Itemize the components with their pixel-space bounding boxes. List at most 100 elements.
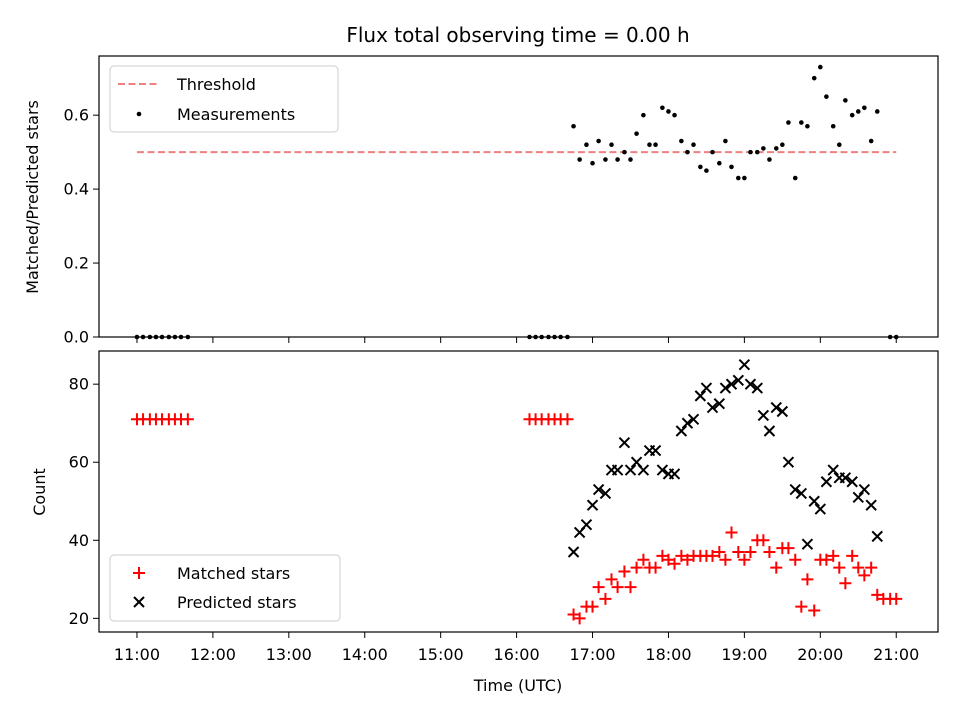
x-tick-label: 21:00 [873, 645, 919, 664]
measurement-point [811, 75, 817, 81]
top-plot-area: 0.0 0.2 0.4 0.6 Matched/Predicted stars Thr… [23, 55, 939, 347]
matched-star-marker [649, 561, 662, 574]
predicted-star-marker [782, 456, 795, 468]
predicted-star-marker [700, 382, 713, 394]
measurement-point [584, 142, 589, 148]
x-tick-label: 17:00 [569, 645, 615, 664]
matched-star-marker [890, 592, 903, 605]
measurements-legend-label: Measurements [177, 105, 295, 124]
matched-star-marker [789, 553, 802, 566]
measurement-point [862, 105, 867, 111]
predicted-star-marker [763, 425, 776, 437]
predicted-star-marker [846, 476, 858, 488]
measurement-point [653, 142, 658, 148]
matched-legend-swatch [133, 567, 145, 579]
matched-star-marker [744, 545, 757, 558]
measurement-point [729, 164, 734, 170]
measurement-point [742, 175, 747, 181]
measurement-point [704, 168, 709, 173]
measurement-point [685, 149, 690, 155]
predicted-star-marker [592, 483, 605, 496]
measurement-point [786, 120, 791, 125]
top-y-tick-label: 0.6 [64, 106, 89, 125]
matched-star-marker [808, 604, 821, 617]
bottom-y-tick-label: 40 [69, 531, 89, 550]
predicted-star-marker [706, 401, 719, 414]
matched-star-marker [586, 600, 599, 613]
measurement-point [792, 175, 798, 181]
top-legend-box [109, 65, 339, 133]
measurement-point [596, 138, 601, 144]
predicted-star-marker [776, 405, 789, 418]
measurement-point [698, 164, 703, 170]
matched-star-marker [181, 413, 194, 426]
measurement-point [590, 160, 595, 166]
predicted-legend-swatch [133, 596, 145, 608]
matched-legend-label: Matched stars [177, 564, 290, 583]
measurements-legend-swatch [136, 111, 142, 117]
bottom-y-tick-label: 80 [69, 375, 89, 394]
measurement-point [723, 138, 728, 144]
x-axis-label: Time (UTC) [473, 676, 562, 695]
matched-star-marker [675, 549, 688, 562]
predicted-star-marker [852, 491, 864, 504]
predicted-star-marker [789, 483, 801, 496]
top-data-marks [134, 64, 899, 340]
matched-star-marker [865, 561, 878, 574]
measurement-point [855, 109, 861, 114]
measurement-point [660, 105, 665, 111]
measurement-point [622, 149, 627, 155]
x-tick-label: 13:00 [266, 645, 312, 664]
matched-star-marker [820, 553, 833, 566]
bottom-x-axis: 11:00 12:00 13:00 14:00 15:00 16:00 17:00 18:00… [114, 632, 919, 664]
matched-star-marker [719, 553, 732, 566]
top-y-tick-label: 0.2 [64, 254, 89, 273]
measurement-point [691, 142, 696, 148]
matched-star-marker [782, 542, 795, 555]
matched-star-marker [573, 612, 586, 625]
matched-star-marker [852, 561, 865, 574]
matched-star-marker [770, 561, 783, 574]
matched-star-marker [599, 592, 612, 605]
measurement-point [874, 109, 880, 114]
predicted-star-marker [675, 425, 688, 437]
measurement-point [609, 142, 614, 148]
top-y-tick-label: 0.0 [64, 328, 89, 347]
predicted-star-marker [611, 464, 624, 476]
bottom-data-marks [130, 358, 903, 625]
predicted-star-marker [814, 503, 827, 515]
measurement-point [641, 112, 646, 118]
matched-star-marker [827, 549, 840, 562]
predicted-star-marker [586, 499, 599, 511]
matched-star-marker [706, 549, 719, 562]
measurement-point [843, 98, 848, 103]
measurement-point [824, 94, 829, 99]
matched-star-marker [624, 581, 637, 594]
matched-star-marker [732, 545, 745, 558]
bottom-y-tick-label: 60 [69, 453, 89, 472]
measurement-point [761, 146, 766, 151]
matched-star-marker [795, 600, 808, 613]
x-tick-label: 18:00 [645, 645, 691, 664]
measurement-point [679, 138, 684, 144]
measurement-point [717, 160, 722, 166]
predicted-star-marker [649, 444, 662, 457]
predicted-star-marker [681, 417, 694, 429]
top-y-axis: 0.0 0.2 0.4 0.6 [64, 106, 99, 347]
matched-star-marker [738, 553, 751, 566]
bottom-legend: Matched stars Predicted stars [109, 554, 341, 622]
x-tick-label: 20:00 [797, 645, 843, 664]
bottom-y-axis-label: Count [30, 468, 49, 516]
x-tick-label: 11:00 [114, 645, 160, 664]
predicted-star-marker [744, 378, 757, 390]
bottom-y-axis: 20 40 60 80 [69, 375, 99, 628]
measurement-point [805, 123, 810, 129]
measurement-point [666, 109, 671, 114]
measurement-point [603, 157, 608, 162]
matched-star-marker [757, 534, 770, 547]
chart-title: Flux total observing time = 0.00 h [346, 23, 689, 47]
matched-star-marker [833, 561, 846, 574]
matched-star-marker [681, 553, 694, 566]
predicted-legend-label: Predicted stars [177, 593, 297, 612]
